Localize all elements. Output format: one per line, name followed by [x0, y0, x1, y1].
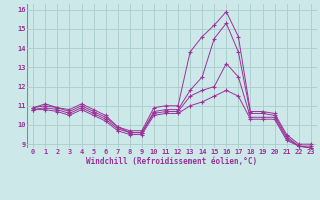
X-axis label: Windchill (Refroidissement éolien,°C): Windchill (Refroidissement éolien,°C) [86, 157, 258, 166]
